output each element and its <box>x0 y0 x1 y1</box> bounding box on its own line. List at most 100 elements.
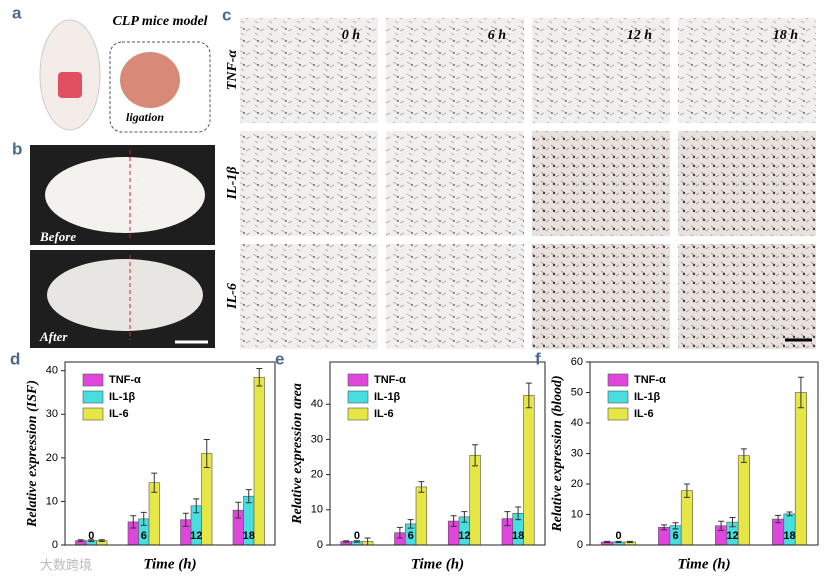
legend-label: TNF-α <box>634 374 666 386</box>
panel-label: b <box>12 139 22 158</box>
error-bar <box>407 519 414 529</box>
column-label: 6 h <box>488 28 507 43</box>
error-bar <box>343 540 350 543</box>
panel-label: f <box>535 349 541 368</box>
error-bar <box>396 526 403 539</box>
x-tick-label: 18 <box>512 530 524 542</box>
legend-swatch <box>347 373 369 387</box>
x-axis-label: Time (h) <box>143 556 196 572</box>
legend-label: IL-6 <box>634 408 654 420</box>
y-tick-label: 20 <box>46 452 58 464</box>
mouse <box>47 259 203 331</box>
error-bar <box>98 539 105 543</box>
panel-b: b Before After <box>12 139 215 348</box>
micrograph <box>678 244 816 349</box>
annotation: ligation <box>126 110 164 124</box>
x-tick-label: 6 <box>408 530 414 542</box>
x-tick-label: 0 <box>88 530 94 542</box>
y-tick-label: 0 <box>52 539 58 551</box>
bar <box>415 486 428 546</box>
error-bar <box>740 448 747 463</box>
bar <box>794 392 807 546</box>
panel-title: CLP mice model <box>112 14 207 29</box>
y-tick-label: 40 <box>46 365 58 377</box>
legend-swatch <box>607 373 629 387</box>
bar <box>737 455 750 546</box>
error-bar <box>615 540 622 544</box>
row-label: IL-6 <box>225 283 240 310</box>
mouse <box>45 157 205 233</box>
plot-frame <box>64 361 276 546</box>
legend-label: TNF-α <box>374 374 406 386</box>
error-bar <box>353 540 360 543</box>
panel-a: a CLP mice model ligation <box>12 3 211 133</box>
error-bar <box>235 501 242 519</box>
y-tick-label: 10 <box>311 504 323 516</box>
error-bar <box>797 376 804 409</box>
cecum <box>58 72 82 98</box>
micrograph <box>240 18 378 123</box>
error-bar <box>203 439 210 468</box>
micrograph <box>678 18 816 123</box>
caption: After <box>39 329 68 344</box>
error-bar <box>729 517 736 528</box>
panel-label: c <box>222 5 231 24</box>
x-axis-label: Time (h) <box>411 556 464 572</box>
micrograph <box>240 131 378 236</box>
legend-swatch <box>347 390 369 404</box>
y-axis-label: Relative expression (blood) <box>550 375 565 532</box>
y-tick-label: 0 <box>577 539 583 551</box>
error-bar <box>626 540 633 544</box>
error-bar <box>604 540 611 544</box>
error-bar <box>672 522 679 530</box>
legend-label: TNF-α <box>109 374 141 386</box>
column-label: 0 h <box>342 28 361 43</box>
micrograph <box>386 244 524 349</box>
x-tick-label: 18 <box>243 530 255 542</box>
micrograph <box>532 131 670 236</box>
micrograph <box>386 131 524 236</box>
x-tick-label: 12 <box>458 530 470 542</box>
micrograph <box>240 244 378 349</box>
error-bar <box>88 539 95 543</box>
y-tick-label: 60 <box>571 356 583 368</box>
panel-label: e <box>275 349 284 368</box>
bar <box>253 376 265 546</box>
y-tick-label: 0 <box>317 539 323 551</box>
y-tick-label: 30 <box>311 433 323 445</box>
x-tick-label: 6 <box>672 530 678 542</box>
intestine <box>120 52 180 108</box>
y-tick-label: 20 <box>311 469 323 481</box>
error-bar <box>786 511 793 517</box>
micrograph <box>386 18 524 123</box>
error-bar <box>504 511 511 527</box>
error-bar <box>718 520 725 531</box>
error-bar <box>515 506 522 521</box>
legend-swatch <box>82 373 104 387</box>
row-label: TNF-α <box>225 50 240 91</box>
panel-label: d <box>10 349 20 368</box>
column-label: 12 h <box>627 28 653 43</box>
y-tick-label: 40 <box>571 417 583 429</box>
x-tick-label: 12 <box>190 530 202 542</box>
caption: Before <box>39 229 76 244</box>
micrograph <box>532 244 670 349</box>
error-bar <box>245 489 252 504</box>
y-tick-label: 40 <box>311 398 323 410</box>
y-axis-label: Relative expression (ISF) <box>25 380 40 528</box>
error-bar <box>683 483 690 498</box>
micrograph <box>532 18 670 123</box>
legend-swatch <box>347 407 369 421</box>
panel-c: c TNF-α IL-1β IL-6 0 h 6 h 12 h 18 h <box>222 5 816 349</box>
legend-swatch <box>607 407 629 421</box>
column-label: 18 h <box>773 28 799 43</box>
y-tick-label: 10 <box>571 508 583 520</box>
x-tick-label: 6 <box>141 530 147 542</box>
panel-label: a <box>12 3 22 22</box>
error-bar <box>525 382 532 409</box>
plot-frame <box>329 361 546 546</box>
y-tick-label: 50 <box>571 386 583 398</box>
legend-label: IL-6 <box>109 408 129 420</box>
y-tick-label: 30 <box>571 447 583 459</box>
